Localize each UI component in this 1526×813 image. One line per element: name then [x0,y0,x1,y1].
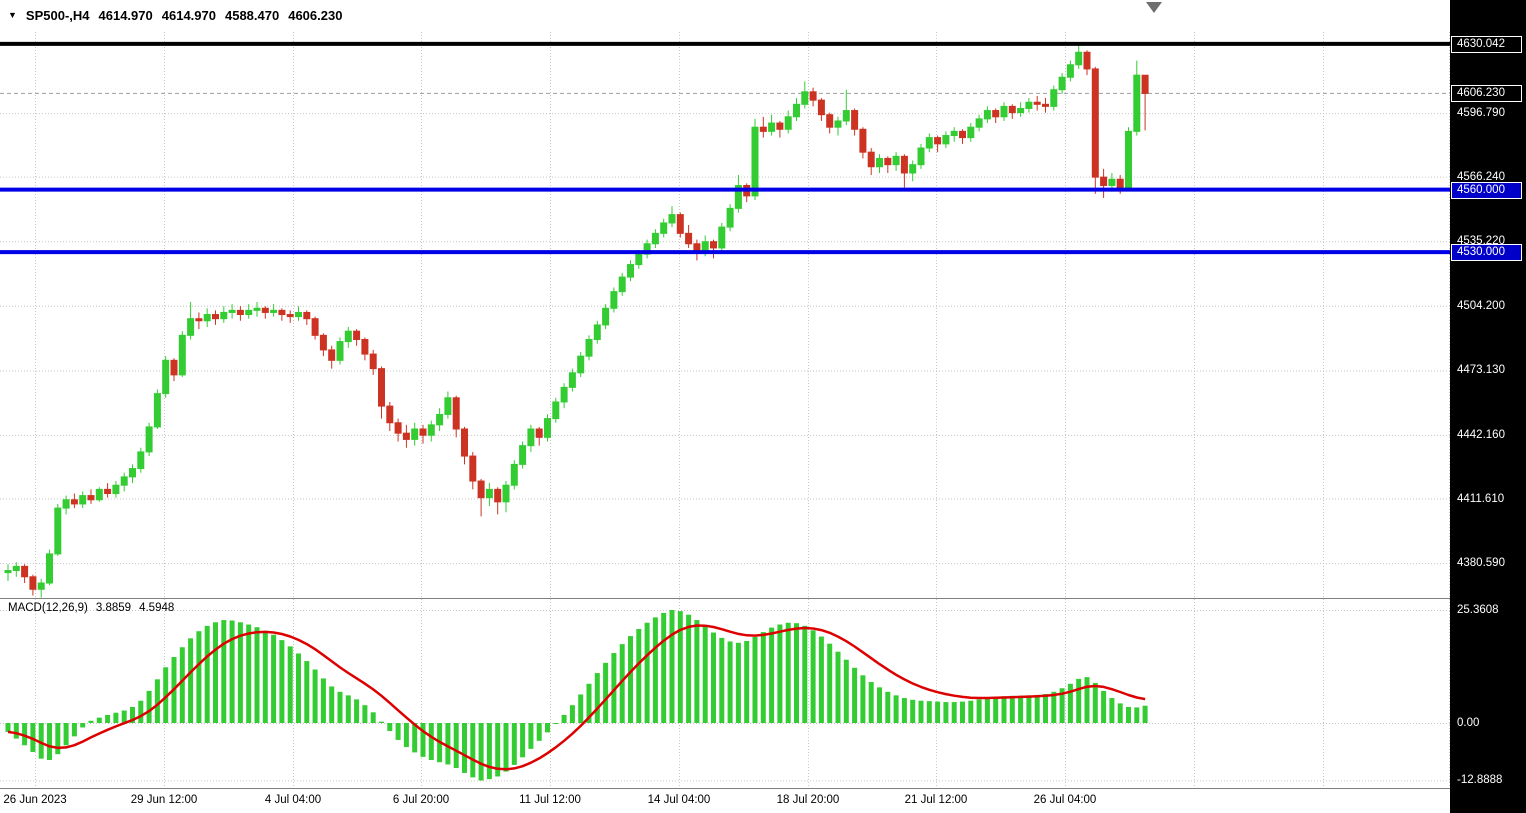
ohlc-low: 4588.470 [224,7,280,23]
time-axis[interactable]: 26 Jun 2023 29 Jun 12:00 4 Jul 04:00 6 Jul … [0,790,1450,813]
symbol-dropdown-icon[interactable]: ▼ [8,9,17,20]
time-axis-label: 11 Jul 12:00 [519,794,581,806]
time-axis-label: 6 Jul 20:00 [392,794,450,806]
macd-axis-label: -12.8888 [1457,774,1503,787]
price-badge: 4530.000 [1451,244,1522,262]
price-axis-label: 4566.240 [1457,170,1505,183]
indicator-label: MACD(12,26,9) 3.8859 4.5948 [8,602,174,614]
price-axis-label: 4504.200 [1457,299,1505,312]
chart-shift-marker-icon[interactable] [1146,2,1162,13]
macd-signal-line [7,624,1146,771]
macd-axis-label: 0.00 [1457,717,1480,729]
time-axis-label: 18 Jul 20:00 [776,794,840,806]
price-badge: 4630.042 [1451,35,1522,53]
grid-layer [0,32,1450,788]
price-axis-label: 4380.590 [1457,557,1505,570]
ohlc-close: 4606.230 [288,7,343,23]
macd-axis-label: 25.3608 [1457,603,1499,616]
price-axis-label: 4473.130 [1457,364,1505,377]
time-axis-label: 26 Jul 04:00 [1033,794,1097,806]
indicator-name: MACD(12,26,9) [8,602,88,614]
time-axis-label: 14 Jul 04:00 [647,794,711,806]
macd-histogram-layer [5,609,1148,781]
price-badge: 4606.230 [1451,85,1522,103]
price-axis-label: 4596.790 [1457,107,1505,120]
quote-bar: ▼ SP500-,H4 4614.970 4614.970 4588.470 4… [0,0,1450,30]
time-axis-label: 29 Jun 12:00 [130,794,198,806]
symbol-period-label: SP500-,H4 [25,7,90,23]
time-axis-label: 4 Jul 04:00 [264,794,322,806]
chart-plot[interactable] [0,0,1450,791]
time-axis-label: 21 Jul 12:00 [904,794,968,806]
time-axis-label: 26 Jun 2023 [3,794,67,806]
price-axis[interactable]: 4630.042 4606.230 4596.790 4566.240 4560.000… [1450,0,1526,813]
price-axis-label: 4442.160 [1457,428,1505,441]
ohlc-high: 4614.970 [161,7,216,23]
price-badge: 4560.000 [1451,181,1522,199]
price-axis-label: 4411.610 [1457,492,1505,505]
ohlc-open: 4614.970 [98,7,153,23]
indicator-macd-value: 3.8859 [95,602,132,614]
indicator-signal-value: 4.5948 [139,602,175,614]
candles-layer [4,43,1149,598]
